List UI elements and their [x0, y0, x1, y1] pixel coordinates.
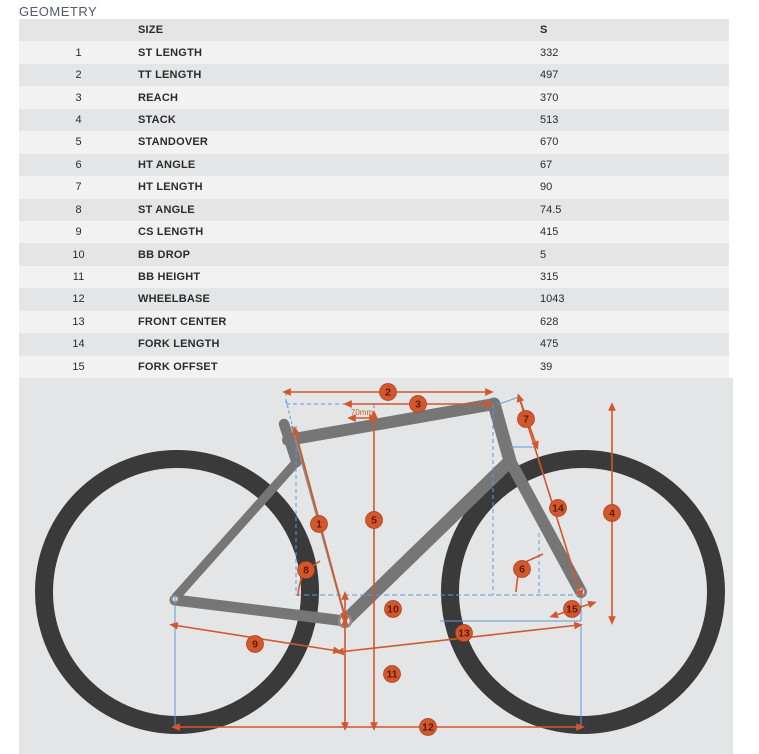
svg-text:7: 7 — [523, 414, 529, 426]
svg-text:10: 10 — [387, 604, 399, 616]
svg-text:4: 4 — [609, 508, 615, 520]
svg-text:9: 9 — [252, 639, 258, 651]
svg-text:2: 2 — [385, 387, 391, 399]
svg-text:1: 1 — [316, 519, 322, 531]
svg-text:15: 15 — [566, 604, 578, 616]
svg-text:8: 8 — [303, 565, 309, 577]
svg-text:70mm: 70mm — [351, 408, 374, 417]
svg-text:14: 14 — [552, 503, 564, 515]
svg-text:13: 13 — [458, 628, 470, 640]
svg-text:6: 6 — [519, 564, 525, 576]
svg-text:3: 3 — [415, 399, 421, 411]
svg-text:12: 12 — [422, 722, 434, 734]
svg-text:5: 5 — [371, 515, 377, 527]
svg-text:11: 11 — [386, 669, 397, 681]
